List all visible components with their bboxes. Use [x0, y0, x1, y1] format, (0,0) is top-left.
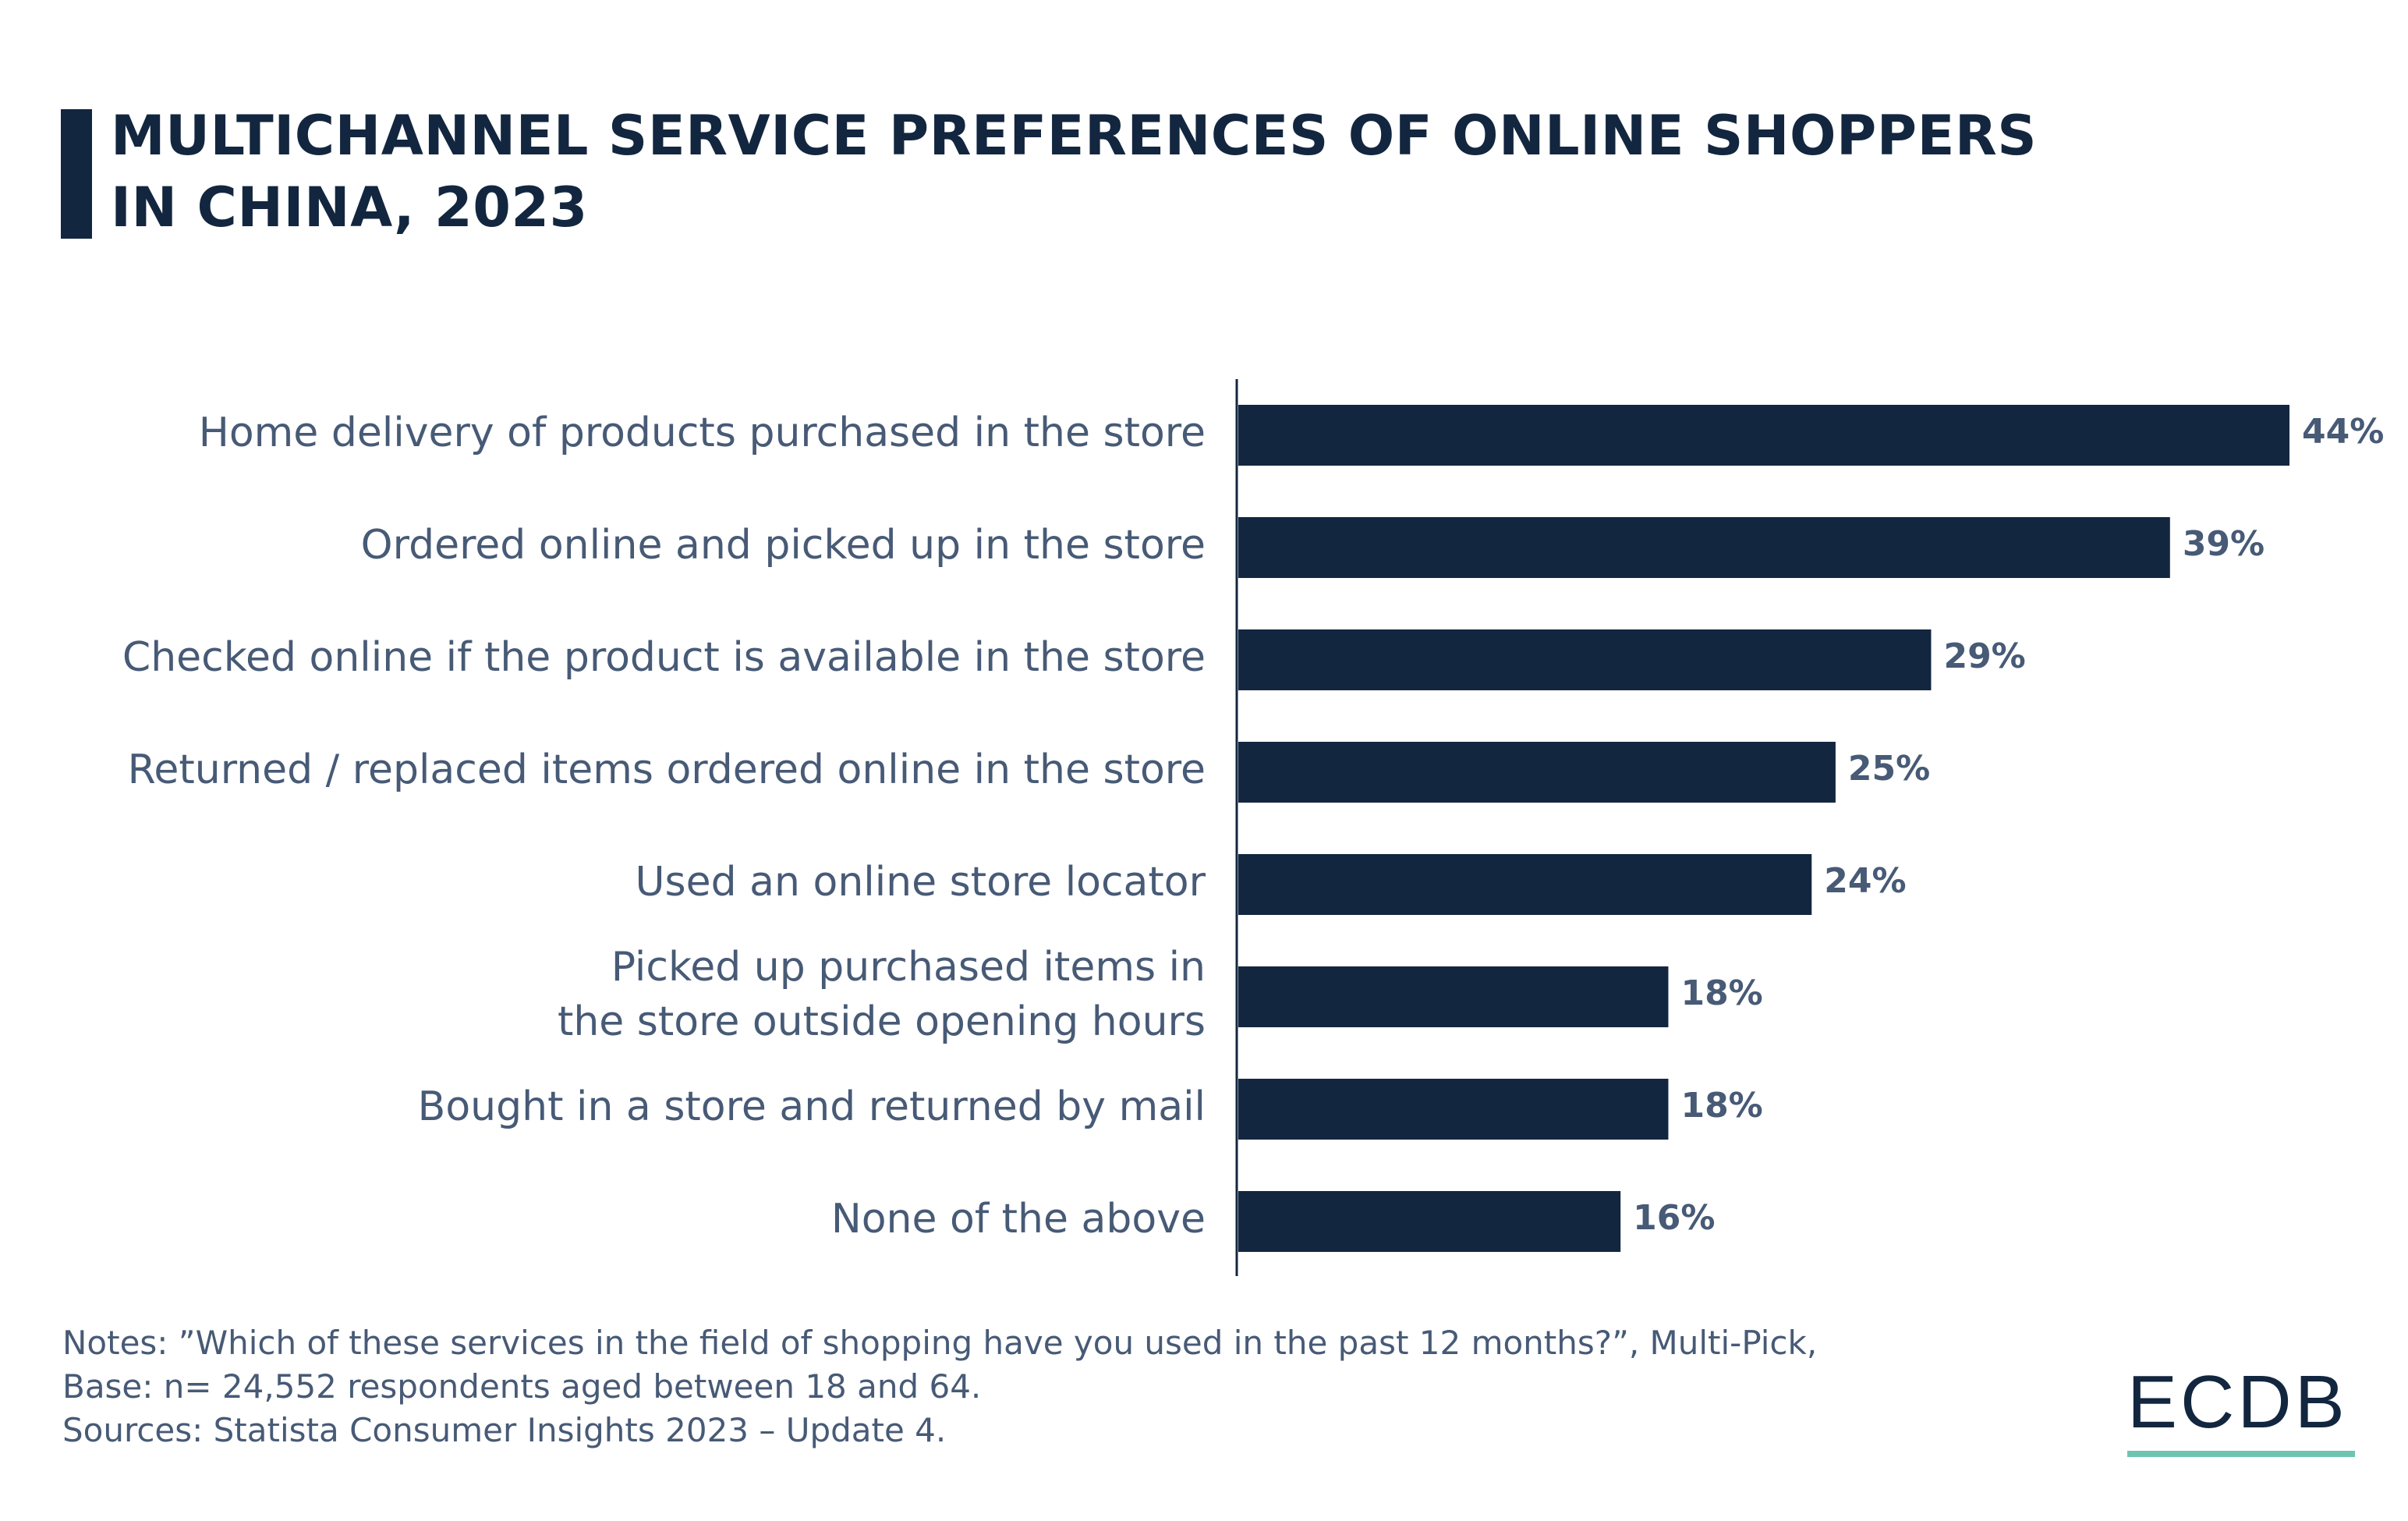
category-label: Bought in a store and returned by mail [418, 1083, 1206, 1130]
bar [1238, 1191, 1621, 1252]
notes-question: Notes: ”Which of these services in the f… [62, 1324, 1818, 1362]
bar [1238, 1079, 1669, 1140]
value-label: 24% [1824, 861, 1906, 901]
bar [1238, 854, 1812, 915]
title-line-2: IN CHINA, 2023 [111, 176, 588, 239]
notes-sources: Sources: Statista Consumer Insights 2023… [62, 1411, 947, 1449]
category-label: Home delivery of products purchased in t… [199, 410, 1206, 456]
category-label: Used an online store locator [635, 859, 1206, 906]
logo-underline [2127, 1451, 2355, 1457]
chart-notes: Notes: ”Which of these services in the f… [62, 1321, 1817, 1452]
bar [1238, 742, 1836, 803]
bar [1238, 405, 2289, 466]
value-label: 39% [2183, 524, 2265, 564]
value-label: 29% [1943, 636, 2025, 676]
bar [1238, 517, 2170, 578]
category-label: Checked online if the product is availab… [122, 634, 1206, 681]
bar [1238, 629, 1932, 690]
ecdb-logo: ECDB [2127, 1363, 2358, 1457]
value-label: 18% [1680, 1086, 1762, 1126]
category-label: the store outside opening hours [558, 998, 1206, 1045]
category-label: None of the above [831, 1196, 1206, 1243]
title-line-1: MULTICHANNEL SERVICE PREFERENCES OF ONLI… [111, 104, 2038, 168]
value-label: 18% [1680, 973, 1762, 1013]
value-label: 44% [2302, 412, 2384, 452]
bar [1238, 966, 1669, 1027]
category-label: Picked up purchased items in [611, 944, 1206, 991]
category-label: Ordered online and picked up in the stor… [361, 522, 1206, 569]
logo-text: ECDB [2127, 1360, 2348, 1444]
category-label: Returned / replaced items ordered online… [128, 746, 1206, 793]
notes-base: Base: n= 24,552 respondents aged between… [62, 1367, 982, 1406]
chart-title: MULTICHANNEL SERVICE PREFERENCES OF ONLI… [111, 100, 2294, 243]
value-label: 16% [1633, 1198, 1715, 1238]
title-accent-bar [61, 109, 92, 239]
value-label: 25% [1848, 749, 1930, 789]
